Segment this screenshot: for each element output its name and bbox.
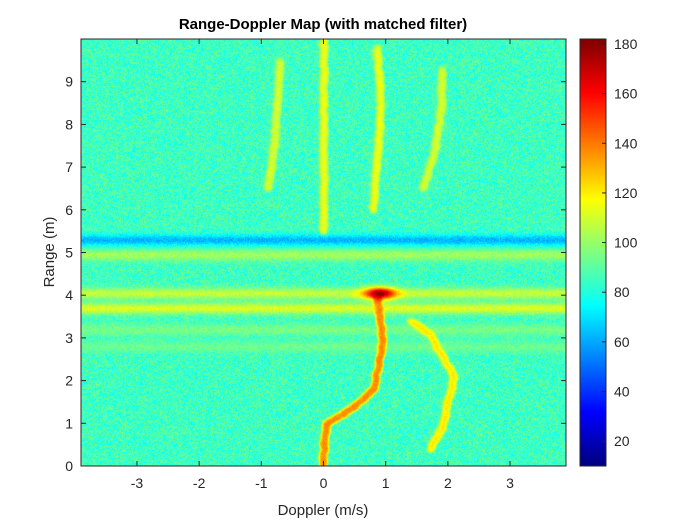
x-axis-label: Doppler (m/s) [278, 502, 369, 519]
y-tick-label: 4 [65, 287, 73, 303]
colorbar-tick-label: 80 [614, 284, 630, 300]
colorbar-tick-label: 160 [614, 86, 638, 102]
colorbar: 20 40 60 80 100 120 140 160 180 [579, 36, 638, 467]
colorbar-frame [579, 38, 607, 467]
heatmap-plot-area [80, 38, 567, 467]
x-tick-label: 1 [382, 475, 390, 491]
chart-title: Range-Doppler Map (with matched filter) [179, 16, 467, 33]
colorbar-tick-label: 120 [614, 185, 638, 201]
x-tick-label: -1 [255, 475, 268, 491]
x-tick-label: -3 [131, 475, 144, 491]
y-axis-label: Range (m) [41, 217, 58, 288]
x-axis-ticks: -3 -2 -1 0 1 2 3 [131, 39, 514, 491]
colorbar-tick-label: 140 [614, 135, 638, 151]
x-tick-label: 0 [320, 475, 328, 491]
y-tick-label: 3 [65, 330, 73, 346]
x-tick-label: 2 [444, 475, 452, 491]
y-axis-ticks: 0 1 2 3 4 5 6 7 8 9 [65, 74, 566, 474]
y-tick-label: 5 [65, 245, 73, 261]
colorbar-tick-label: 20 [614, 433, 630, 449]
x-tick-label: -2 [193, 475, 206, 491]
colorbar-gradient [580, 39, 606, 466]
y-tick-label: 2 [65, 373, 73, 389]
colorbar-tick-label: 40 [614, 384, 630, 400]
y-tick-label: 1 [65, 415, 73, 431]
colorbar-tick-label: 180 [614, 36, 638, 52]
colorbar-tick-label: 100 [614, 235, 638, 251]
y-tick-label: 8 [65, 116, 73, 132]
heatmap-image [81, 39, 566, 466]
colorbar-tick-label: 60 [614, 334, 630, 350]
x-tick-label: 3 [506, 475, 514, 491]
y-tick-label: 9 [65, 74, 73, 90]
y-tick-label: 6 [65, 202, 73, 218]
colorbar-ticks: 20 40 60 80 100 120 140 160 180 [602, 36, 638, 449]
y-tick-label: 7 [65, 159, 73, 175]
y-tick-label: 0 [65, 458, 73, 474]
